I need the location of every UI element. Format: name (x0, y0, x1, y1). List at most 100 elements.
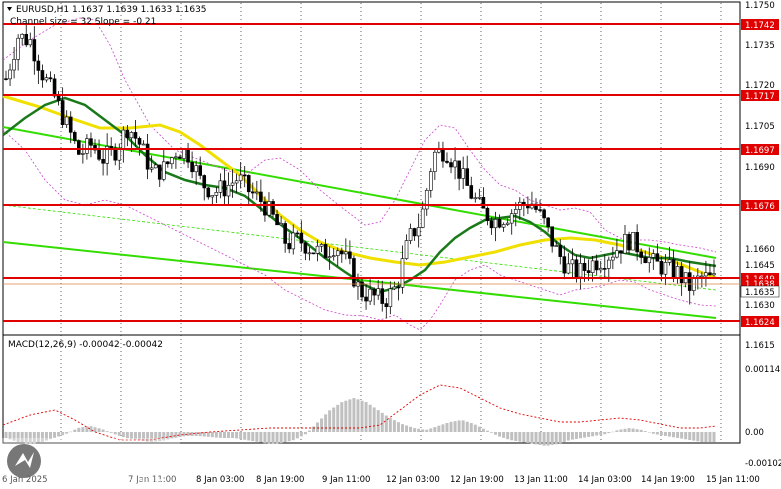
macd-bar (392, 420, 396, 432)
candle-body (279, 223, 283, 226)
candle-body (234, 180, 239, 184)
macd-bar (534, 432, 538, 445)
candle-body (283, 223, 287, 244)
macd-bar (227, 432, 231, 438)
macd-histogram (4, 398, 716, 446)
price-tick: 1.1750 (745, 1, 775, 11)
macd-bar (441, 424, 445, 432)
macd-bar (684, 432, 688, 440)
macd-bar (291, 432, 295, 441)
macd-bar (93, 427, 97, 432)
macd-bar (348, 399, 352, 432)
macd-bar (688, 432, 692, 440)
macd-bar (676, 432, 680, 438)
brand-tagline: Instant Forex Trading (46, 475, 162, 488)
macd-bar (498, 432, 502, 437)
candle-body (376, 288, 381, 296)
macd-bar (542, 432, 546, 446)
candle-body (56, 95, 61, 101)
macd-bar (530, 432, 534, 444)
candle-body (81, 153, 85, 155)
macd-bar (356, 399, 360, 432)
macd-bar (489, 432, 493, 433)
candle-body (675, 266, 680, 279)
candle-body (44, 77, 49, 81)
candle-body (469, 185, 474, 199)
macd-bar (449, 421, 453, 432)
macd-bar (672, 432, 676, 438)
macd-bar (113, 432, 117, 435)
candle-body (558, 245, 563, 257)
macd-bar (251, 432, 255, 442)
macd-bar (562, 432, 566, 442)
candle-body (166, 161, 170, 165)
candle-body (222, 180, 227, 197)
time-tick: 12 Jan 03:00 (386, 475, 440, 485)
time-tick: 14 Jan 03:00 (578, 475, 632, 485)
collapse-triangle-icon[interactable] (7, 7, 12, 11)
candle-body (505, 222, 510, 225)
candle-body (461, 168, 465, 179)
candle-body (202, 175, 207, 189)
bollinger-lower (2, 129, 717, 331)
macd-bar (615, 430, 619, 432)
macd-bar (129, 432, 133, 439)
level-label: 1.1742 (745, 21, 775, 31)
candle-body (607, 259, 611, 269)
macd-bar (635, 429, 639, 432)
macd-bar (174, 432, 178, 438)
candle-body (230, 182, 235, 186)
candle-body (453, 160, 457, 168)
macd-bar (283, 432, 287, 443)
macd-bar (627, 428, 631, 432)
candle-body (161, 161, 166, 180)
candle-body (323, 244, 328, 259)
candle-body (157, 164, 162, 180)
macd-bar (218, 432, 222, 438)
macd-bar (40, 432, 44, 442)
candlestick-series (4, 24, 716, 319)
time-tick: 9 Jan 11:00 (322, 475, 370, 485)
macd-bar (222, 432, 226, 438)
candle-body (8, 69, 12, 80)
macd-pane: MACD(12,26,9) -0.00042 -0.00042 0.00114 … (2, 340, 781, 469)
macd-bar (239, 432, 243, 440)
macd-bar (388, 418, 392, 432)
macd-bar (425, 429, 429, 432)
ma-slow-line (2, 94, 717, 280)
time-tick: 6 Jan 2025 (2, 475, 48, 485)
candle-body (32, 39, 37, 62)
candle-body (538, 209, 542, 211)
macd-bar (20, 432, 24, 443)
candle-body (145, 143, 150, 170)
candle-body (275, 214, 279, 226)
level-label: 1.1697 (745, 146, 775, 156)
macd-bar (162, 432, 166, 441)
candle-body (210, 195, 215, 198)
macd-info: MACD(12,26,9) -0.00042 -0.00042 (8, 340, 163, 350)
candle-body (465, 168, 470, 186)
macd-bar (307, 430, 311, 432)
candle-body (117, 148, 122, 161)
macd-bar (287, 432, 291, 442)
candle-body (352, 258, 356, 287)
macd-tick: 0.00 (745, 428, 764, 438)
macd-bar (400, 424, 404, 432)
candle-body (582, 262, 587, 271)
candle-body (485, 207, 490, 221)
macd-bar (510, 432, 514, 441)
macd-bar (328, 410, 332, 432)
prev-close-label: 1.1638 (745, 280, 775, 290)
macd-bar (36, 432, 40, 443)
macd-bar (595, 432, 599, 436)
current-price-label: 1.1635 (745, 288, 775, 298)
candle-body (97, 149, 101, 160)
level-labels: 1.1742 1.1717 1.1697 1.1676 1.1649 1.163… (740, 19, 780, 328)
macd-bar (53, 432, 57, 438)
macd-bar (619, 429, 623, 432)
macd-bar (344, 400, 348, 432)
candle-body (493, 219, 498, 229)
candle-body (20, 33, 24, 39)
macd-bar (663, 432, 667, 436)
